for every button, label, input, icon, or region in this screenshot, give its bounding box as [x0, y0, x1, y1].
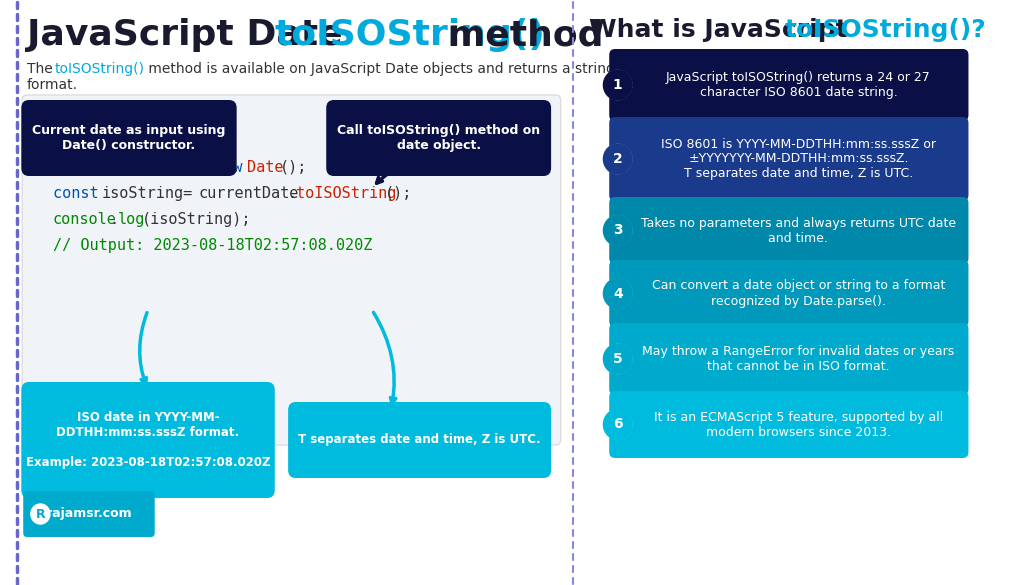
FancyBboxPatch shape — [609, 117, 969, 201]
Text: toISOString: toISOString — [296, 186, 396, 201]
Text: new: new — [215, 160, 251, 175]
Circle shape — [31, 504, 50, 524]
FancyBboxPatch shape — [10, 0, 986, 585]
FancyBboxPatch shape — [327, 100, 551, 176]
Circle shape — [604, 216, 631, 245]
Text: log: log — [118, 212, 145, 227]
FancyBboxPatch shape — [609, 49, 969, 121]
Text: 5: 5 — [613, 352, 623, 366]
Text: console: console — [53, 212, 117, 227]
Text: isoString: isoString — [101, 186, 183, 201]
Circle shape — [604, 411, 631, 439]
Text: Date: Date — [247, 160, 284, 175]
FancyBboxPatch shape — [24, 491, 155, 537]
Text: toISOString()?: toISOString()? — [784, 18, 986, 42]
FancyBboxPatch shape — [23, 95, 560, 445]
Text: =: = — [174, 186, 202, 201]
Circle shape — [604, 71, 631, 99]
Circle shape — [604, 345, 631, 373]
Text: toISOString(): toISOString() — [54, 62, 144, 76]
Text: May throw a RangeError for invalid dates or years
that cannot be in ISO format.: May throw a RangeError for invalid dates… — [642, 345, 954, 373]
Text: What is JavaScript: What is JavaScript — [589, 18, 857, 42]
Text: .: . — [110, 212, 119, 227]
Text: method: method — [435, 18, 603, 52]
Text: ();: (); — [280, 160, 307, 175]
Text: 3: 3 — [613, 223, 623, 238]
Text: It is an ECMAScript 5 feature, supported by all
modern browsers since 2013.: It is an ECMAScript 5 feature, supported… — [653, 411, 943, 439]
FancyBboxPatch shape — [22, 382, 274, 498]
Text: format.: format. — [27, 78, 78, 92]
Text: currentDate: currentDate — [199, 186, 299, 201]
Text: (isoString);: (isoString); — [142, 212, 251, 227]
Text: ();: (); — [385, 186, 413, 201]
FancyBboxPatch shape — [609, 197, 969, 264]
Text: Can convert a date object or string to a format
recognized by Date.parse().: Can convert a date object or string to a… — [651, 280, 945, 308]
Text: currentDate: currentDate — [101, 160, 202, 175]
FancyBboxPatch shape — [288, 402, 551, 478]
Text: =: = — [190, 160, 218, 175]
Text: 4: 4 — [613, 287, 623, 301]
FancyBboxPatch shape — [609, 391, 969, 458]
Text: Takes no parameters and always returns UTC date
and time.: Takes no parameters and always returns U… — [641, 216, 956, 245]
Text: The: The — [27, 62, 57, 76]
Text: .: . — [288, 186, 297, 201]
Text: Current date as input using
Date() constructor.: Current date as input using Date() const… — [33, 124, 225, 152]
Text: ISO date in YYYY-MM-
DDTHH:mm:ss.sssZ format.

Example: 2023-08-18T02:57:08.020Z: ISO date in YYYY-MM- DDTHH:mm:ss.sssZ fo… — [26, 411, 270, 469]
Text: JavaScript toISOString() returns a 24 or 27
character ISO 8601 date string.: JavaScript toISOString() returns a 24 or… — [666, 71, 931, 99]
Circle shape — [604, 145, 631, 173]
Text: const: const — [53, 160, 108, 175]
FancyBboxPatch shape — [609, 323, 969, 395]
Text: 6: 6 — [613, 418, 623, 432]
Text: R: R — [36, 508, 45, 521]
Text: T separates date and time, Z is UTC.: T separates date and time, Z is UTC. — [298, 433, 541, 446]
Text: method is available on JavaScript Date objects and returns a string representati: method is available on JavaScript Date o… — [143, 62, 850, 76]
Text: ISO 8601: ISO 8601 — [716, 62, 779, 76]
Text: const: const — [53, 186, 108, 201]
Text: Call toISOString() method on
date object.: Call toISOString() method on date object… — [337, 124, 541, 152]
Text: toISOString(): toISOString() — [274, 18, 545, 52]
Text: // Output: 2023-08-18T02:57:08.020Z: // Output: 2023-08-18T02:57:08.020Z — [53, 238, 372, 253]
FancyBboxPatch shape — [609, 260, 969, 327]
Text: 2: 2 — [613, 152, 623, 166]
Text: rajamsr.com: rajamsr.com — [46, 508, 132, 521]
FancyBboxPatch shape — [22, 100, 237, 176]
Text: ISO 8601 is YYYY-MM-DDTHH:mm:ss.sssZ or
±YYYYYYY-MM-DDTHH:mm:ss.sssZ.
T separate: ISO 8601 is YYYY-MM-DDTHH:mm:ss.sssZ or … — [660, 137, 936, 181]
Text: JavaScript Date: JavaScript Date — [27, 18, 355, 52]
Text: 1: 1 — [613, 78, 623, 92]
Circle shape — [604, 280, 631, 308]
